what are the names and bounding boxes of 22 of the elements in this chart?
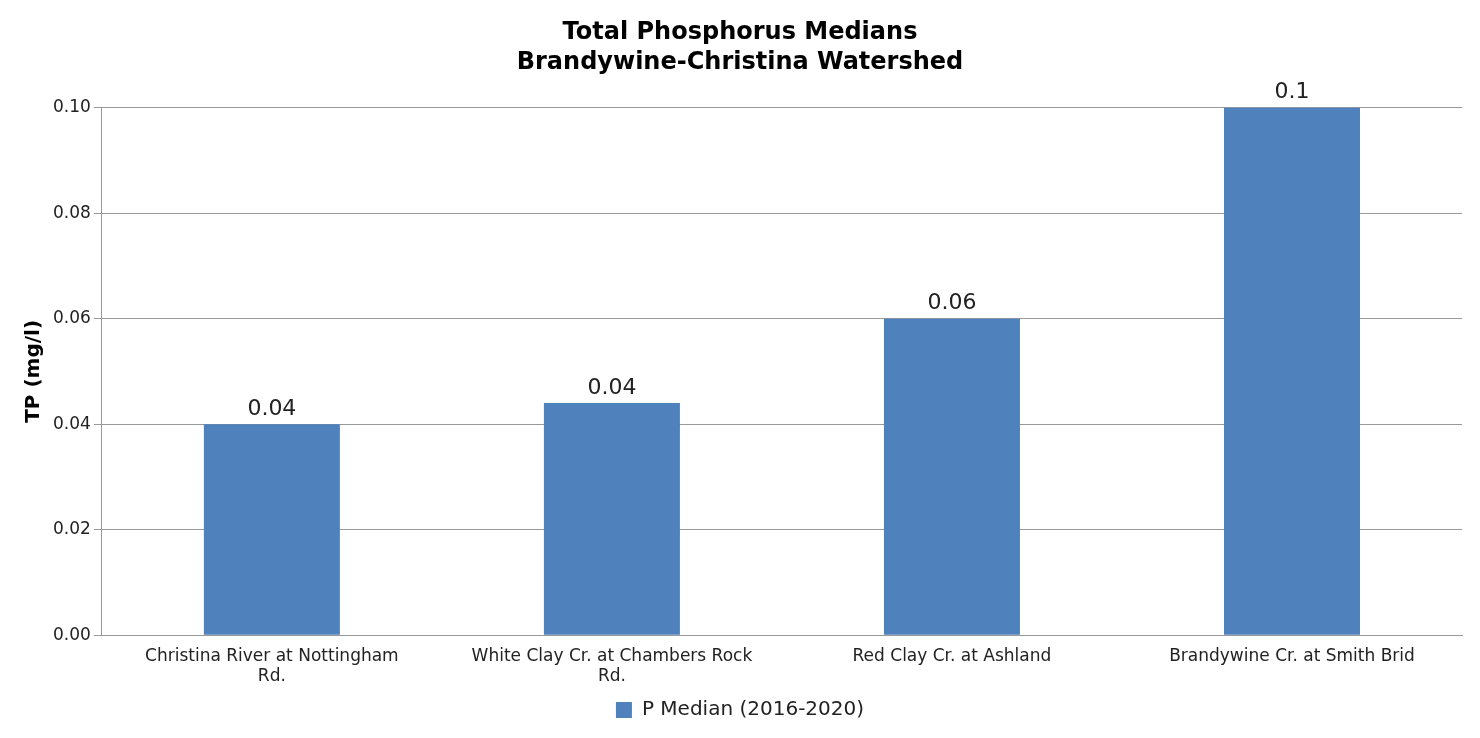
data-label: 0.04 — [247, 394, 297, 420]
y-tick-label: 0.02 — [52, 518, 91, 539]
bar — [543, 403, 680, 635]
data-label: 0.04 — [587, 373, 637, 399]
x-tick-label: Red Clay Cr. at Ashland — [852, 644, 1052, 665]
x-tick-label: White Clay Cr. at Chambers Rock Rd. — [471, 644, 753, 686]
legend-label: P Median (2016-2020) — [641, 696, 865, 721]
y-axis-title: TP (mg/l) — [20, 319, 45, 423]
data-label: 0.06 — [927, 289, 977, 315]
x-tick-label: Brandywine Cr. at Smith Brid — [1169, 644, 1415, 665]
x-tick-label: Christina River at Nottingham Rd. — [145, 644, 399, 686]
y-tick-label: 0.08 — [52, 201, 91, 222]
chart-subtitle: Brandywine-Christina Watershed — [516, 47, 964, 76]
y-tick-label: 0.04 — [52, 412, 91, 433]
bar — [203, 424, 340, 635]
chart-title: Total Phosphorus Medians — [562, 16, 918, 45]
bar — [1223, 107, 1360, 635]
y-tick-label: 0.06 — [52, 307, 91, 328]
data-label: 0.1 — [1274, 78, 1310, 104]
y-tick-label: 0.00 — [52, 623, 91, 644]
y-tick-label: 0.10 — [52, 96, 91, 117]
bar — [883, 318, 1020, 635]
